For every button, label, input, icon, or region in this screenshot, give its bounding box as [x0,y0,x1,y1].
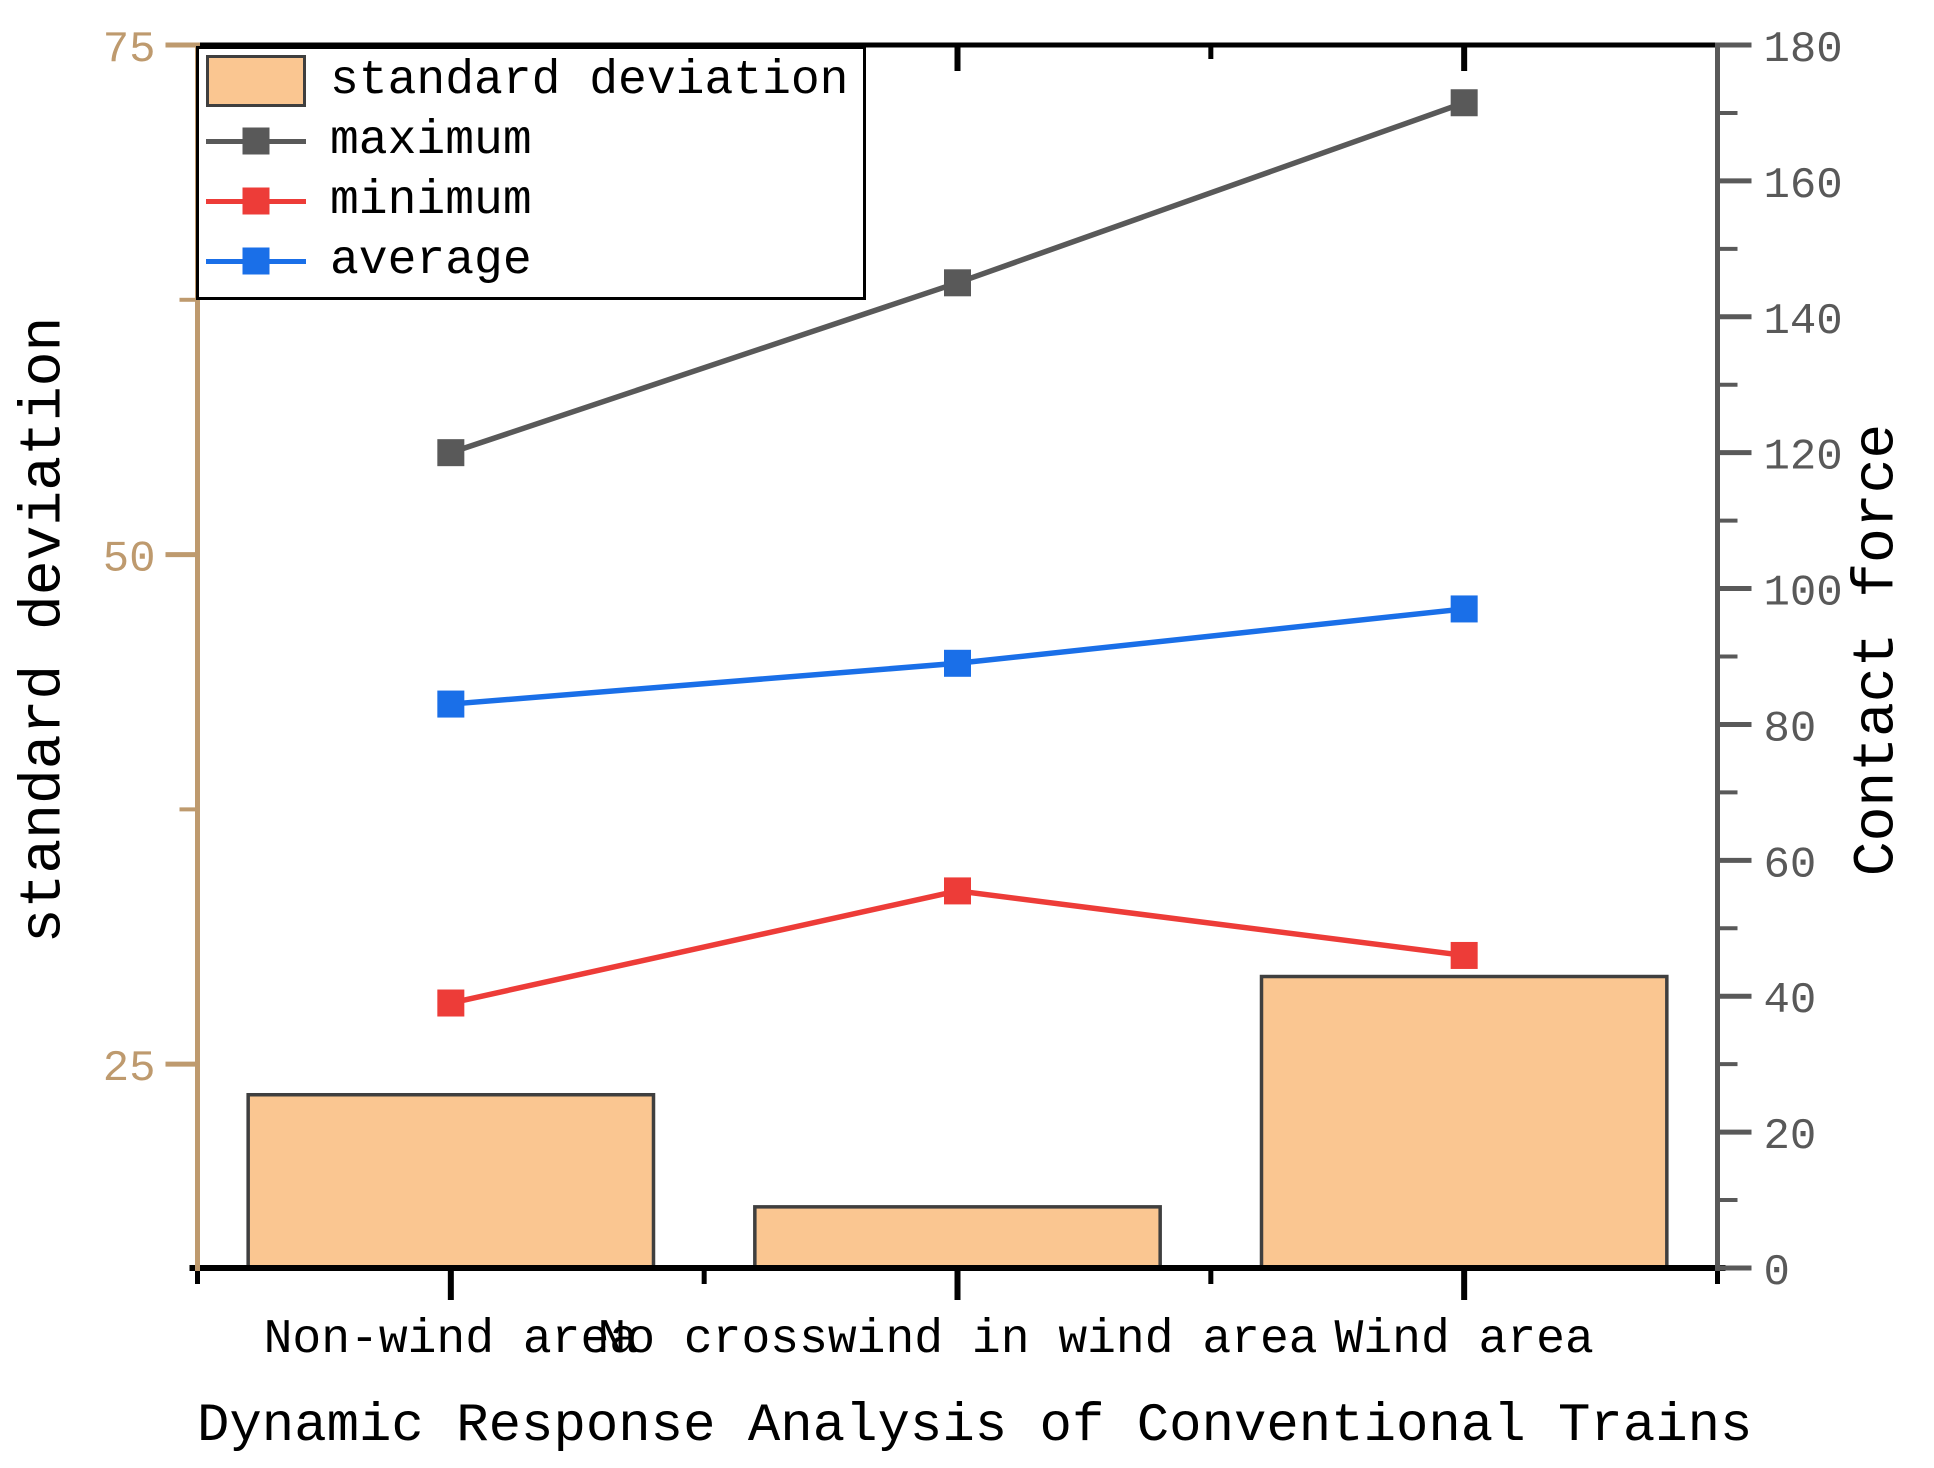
marker-minimum-2 [1450,941,1478,969]
right-tick-label: 20 [1764,1112,1817,1162]
legend-line-swatch-icon [206,127,306,155]
marker-maximum-2 [1450,89,1478,117]
right-tick-label: 140 [1764,297,1843,347]
right-tick-label: 120 [1764,433,1843,483]
right-tick-label: 160 [1764,161,1843,211]
right-tick-label: 0 [1764,1248,1790,1298]
legend-entry-minimum: minimum [206,173,857,229]
left-tick-label: 50 [103,535,156,585]
legend-line-swatch-icon [206,187,306,215]
right-tick-label: 80 [1764,704,1817,754]
right-axis-title: Contact force [1845,423,1911,877]
legend-entry-average: average [206,233,857,289]
legend-line-swatch-icon [206,247,306,275]
legend-label: minimum [330,174,532,228]
bar-wind-area [1259,974,1669,1270]
legend-entry-maximum: maximum [206,113,857,169]
x-tick-label: Wind area [1335,1313,1594,1367]
legend-label: standard deviation [330,54,849,108]
marker-minimum-1 [944,877,971,905]
legend-label: maximum [330,114,532,168]
marker-minimum-0 [437,989,465,1017]
right-tick-label: 60 [1764,840,1817,890]
x-tick-label: Non-wind area [264,1313,638,1367]
left-axis-title: standard deviation [12,316,78,944]
marker-average-1 [944,649,971,677]
bar-no-crosswind-in-wind-area [753,1205,1162,1270]
x-tick-label: No crosswind in wind area [597,1313,1317,1367]
legend-bar-swatch-icon [206,55,306,107]
legend: standard deviation maximum minimum avera… [196,46,866,300]
legend-entry-standard-deviation: standard deviation [206,53,857,109]
marker-maximum-1 [944,269,971,297]
legend-label: average [330,234,532,288]
right-tick-label: 180 [1764,25,1843,75]
left-tick-label: 25 [103,1044,156,1094]
bar-non-wind-area [246,1092,656,1270]
marker-average-2 [1450,595,1478,623]
right-tick-label: 40 [1764,976,1817,1026]
x-axis-title: Dynamic Response Analysis of Conventiona… [197,1396,1753,1457]
right-tick-label: 100 [1764,569,1843,619]
marker-average-0 [437,690,465,718]
left-tick-label: 75 [103,25,156,75]
marker-maximum-0 [437,439,465,467]
